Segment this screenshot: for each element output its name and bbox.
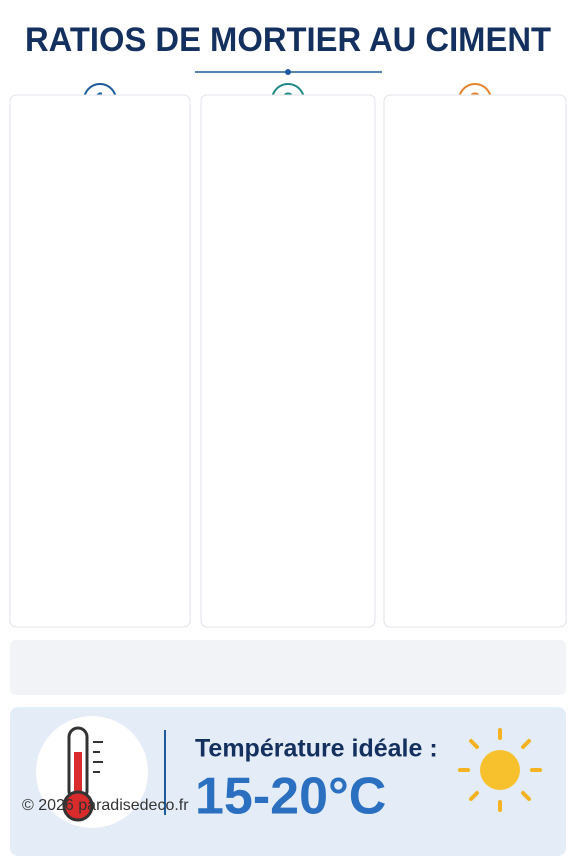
panel-frame — [200, 94, 376, 628]
temperature-label: Température idéale : — [195, 735, 438, 763]
page-title: RATIOS DE MORTIER AU CIMENT — [25, 21, 551, 59]
panel-frame — [9, 94, 191, 628]
temperature-value: 15-20°C — [195, 768, 386, 826]
legend-box — [10, 640, 566, 695]
thermometer-icon — [62, 726, 103, 822]
sun-icon — [458, 728, 542, 812]
watermark: © 2026 paradisedeco.fr — [22, 797, 189, 814]
temperature-box — [10, 707, 566, 856]
panel-frame — [383, 94, 567, 628]
title-dot — [285, 69, 291, 75]
